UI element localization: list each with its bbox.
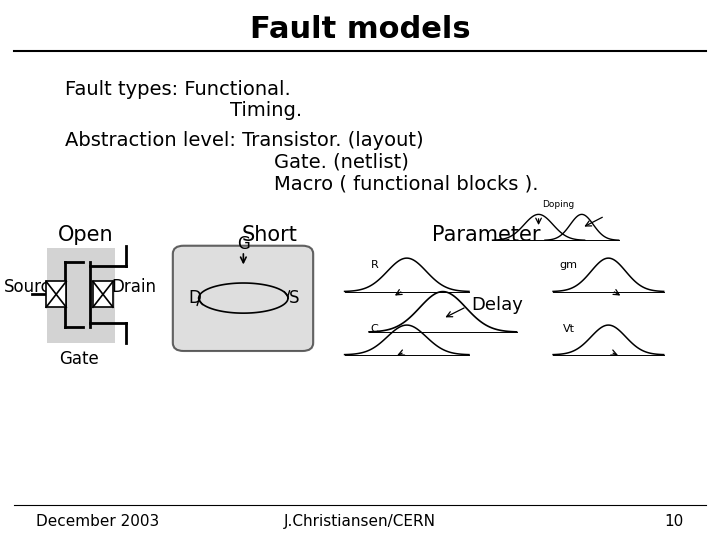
Text: Gate: Gate [59, 350, 99, 368]
Text: Source: Source [4, 278, 60, 296]
Bar [46, 281, 66, 307]
Text: December 2003: December 2003 [36, 514, 159, 529]
Text: Short: Short [241, 225, 297, 245]
Text: Gate. (netlist): Gate. (netlist) [274, 152, 408, 172]
Text: 10: 10 [665, 514, 684, 529]
Text: Delay: Delay [472, 296, 523, 314]
Bar [47, 248, 115, 343]
Text: J.Christiansen/CERN: J.Christiansen/CERN [284, 514, 436, 529]
Text: Open: Open [58, 225, 113, 245]
Text: Parameter: Parameter [432, 225, 541, 245]
Text: R: R [371, 260, 378, 269]
Text: Timing.: Timing. [230, 101, 302, 120]
Text: Doping: Doping [542, 200, 574, 208]
FancyBboxPatch shape [173, 246, 313, 351]
Text: Fault types: Functional.: Fault types: Functional. [65, 79, 291, 99]
Text: D: D [188, 289, 201, 307]
Text: Abstraction level: Transistor. (layout): Abstraction level: Transistor. (layout) [65, 131, 423, 150]
Text: Drain: Drain [112, 278, 157, 296]
Bar [93, 281, 113, 307]
Text: Fault models: Fault models [250, 15, 470, 44]
Text: C: C [371, 325, 378, 334]
Text: G: G [237, 235, 250, 253]
Text: S: S [289, 289, 299, 307]
Text: Vt: Vt [563, 325, 575, 334]
Text: gm: gm [560, 260, 578, 269]
Text: Macro ( functional blocks ).: Macro ( functional blocks ). [274, 174, 538, 193]
